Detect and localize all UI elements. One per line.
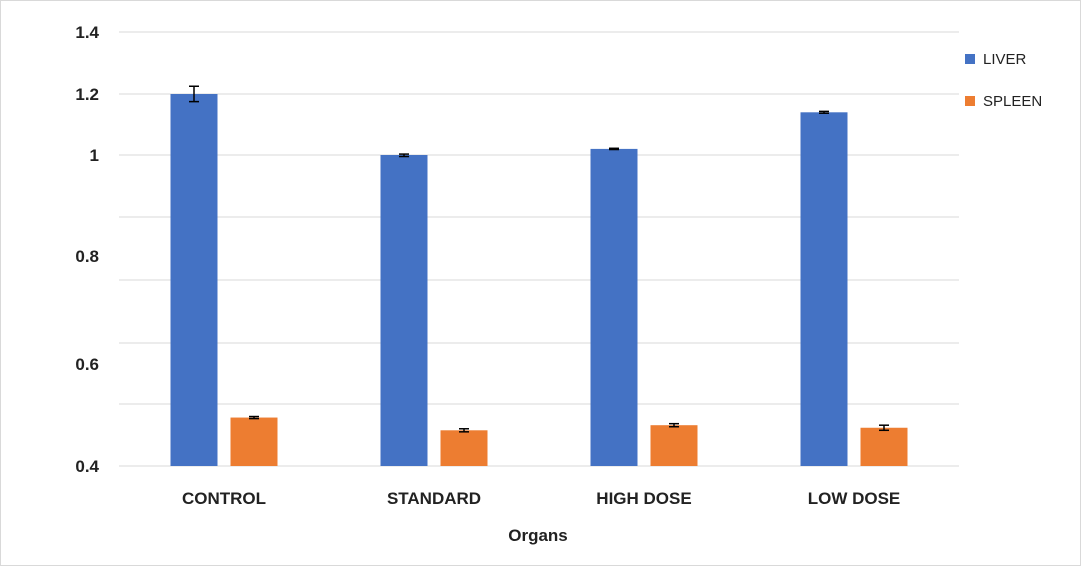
x-category-label: LOW DOSE <box>808 489 901 508</box>
y-tick-label: 1 <box>90 146 99 165</box>
bar-liver-high-dose <box>590 148 638 466</box>
y-tick-label: 0.4 <box>75 457 99 476</box>
bars <box>170 94 908 467</box>
x-category-label: CONTROL <box>182 489 266 508</box>
x-category-label: STANDARD <box>387 489 481 508</box>
bar-liver-control <box>170 94 218 466</box>
error-bar <box>249 415 259 420</box>
bar-liver-standard <box>380 155 428 466</box>
legend-swatch <box>965 54 975 64</box>
bar-spleen-control <box>230 417 278 466</box>
error-bars <box>189 85 889 433</box>
bar-spleen-high-dose <box>650 425 698 466</box>
legend-label: LIVER <box>983 51 1027 68</box>
bar-spleen-low-dose <box>860 427 908 466</box>
legend-label: SPLEEN <box>983 93 1042 110</box>
gridlines <box>119 31 959 467</box>
y-axis-ticks: 0.4 0.6 0.8 1 1.2 1.4 <box>75 23 99 476</box>
error-bar <box>819 110 829 114</box>
bar-liver-low-dose <box>800 112 848 467</box>
error-bar <box>609 147 619 151</box>
x-axis-categories: CONTROL STANDARD HIGH DOSE LOW DOSE <box>182 489 900 508</box>
legend-swatch <box>965 96 975 106</box>
legend: LIVER SPLEEN <box>965 51 1042 110</box>
y-tick-label: 1.2 <box>75 85 99 104</box>
error-bar <box>879 424 889 432</box>
x-category-label: HIGH DOSE <box>596 489 691 508</box>
bar-spleen-standard <box>440 430 488 466</box>
x-axis-title: Organs <box>508 526 568 545</box>
y-tick-label: 1.4 <box>75 23 99 42</box>
y-tick-label: 0.8 <box>75 247 99 266</box>
error-bar <box>189 85 199 103</box>
error-bar <box>399 153 409 158</box>
y-tick-label: 0.6 <box>75 355 99 374</box>
error-bar <box>459 428 469 433</box>
error-bar <box>669 422 679 428</box>
